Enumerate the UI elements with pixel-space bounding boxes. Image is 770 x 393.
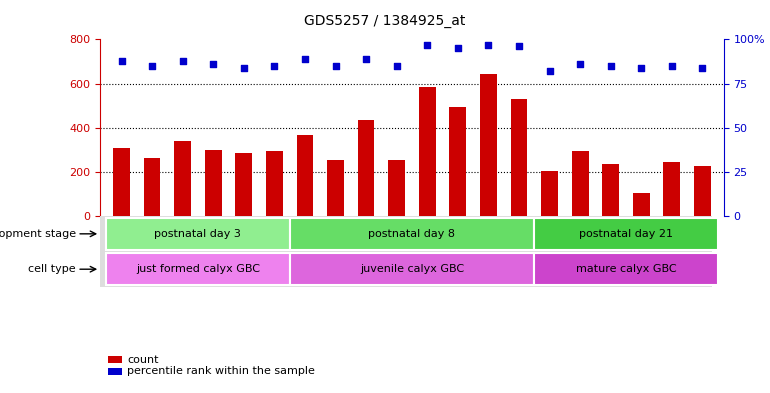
Bar: [571, 151, 588, 216]
Point: [635, 64, 648, 71]
Text: juvenile calyx GBC: juvenile calyx GBC: [360, 264, 464, 274]
Bar: [144, 158, 160, 216]
Point: [176, 57, 189, 64]
Text: percentile rank within the sample: percentile rank within the sample: [127, 366, 315, 376]
Point: [268, 62, 280, 69]
Bar: [113, 148, 130, 216]
Bar: [358, 120, 374, 216]
Point: [299, 55, 311, 62]
Bar: [205, 150, 222, 216]
Bar: [694, 166, 711, 216]
Point: [360, 55, 372, 62]
Text: count: count: [127, 354, 159, 365]
Bar: [106, 218, 290, 250]
Point: [665, 62, 678, 69]
Text: mature calyx GBC: mature calyx GBC: [576, 264, 676, 274]
Bar: [327, 160, 344, 216]
Point: [513, 43, 525, 50]
Bar: [664, 162, 680, 216]
Bar: [633, 193, 650, 216]
Text: GDS5257 / 1384925_at: GDS5257 / 1384925_at: [304, 13, 466, 28]
Point: [238, 64, 250, 71]
Bar: [480, 73, 497, 216]
Text: development stage: development stage: [0, 229, 75, 239]
Point: [207, 61, 219, 67]
Text: postnatal day 21: postnatal day 21: [579, 229, 673, 239]
Point: [330, 62, 342, 69]
Text: postnatal day 8: postnatal day 8: [369, 229, 455, 239]
Bar: [266, 151, 283, 216]
Point: [604, 62, 617, 69]
Bar: [511, 99, 527, 216]
Bar: [236, 153, 253, 216]
Text: just formed calyx GBC: just formed calyx GBC: [136, 264, 260, 274]
Text: postnatal day 3: postnatal day 3: [155, 229, 241, 239]
Bar: [534, 218, 718, 250]
Text: cell type: cell type: [28, 264, 75, 274]
Bar: [534, 253, 718, 285]
Point: [421, 41, 434, 48]
Point: [146, 62, 159, 69]
Bar: [290, 218, 534, 250]
Point: [574, 61, 586, 67]
Bar: [290, 253, 534, 285]
Bar: [450, 107, 466, 216]
Point: [116, 57, 128, 64]
Point: [452, 45, 464, 51]
Point: [544, 68, 556, 74]
Point: [696, 64, 708, 71]
Point: [482, 41, 494, 48]
Bar: [602, 164, 619, 216]
Bar: [296, 136, 313, 216]
Bar: [106, 253, 290, 285]
Bar: [174, 141, 191, 216]
Bar: [388, 160, 405, 216]
Bar: [541, 171, 558, 216]
Point: [390, 62, 403, 69]
Bar: [419, 87, 436, 216]
